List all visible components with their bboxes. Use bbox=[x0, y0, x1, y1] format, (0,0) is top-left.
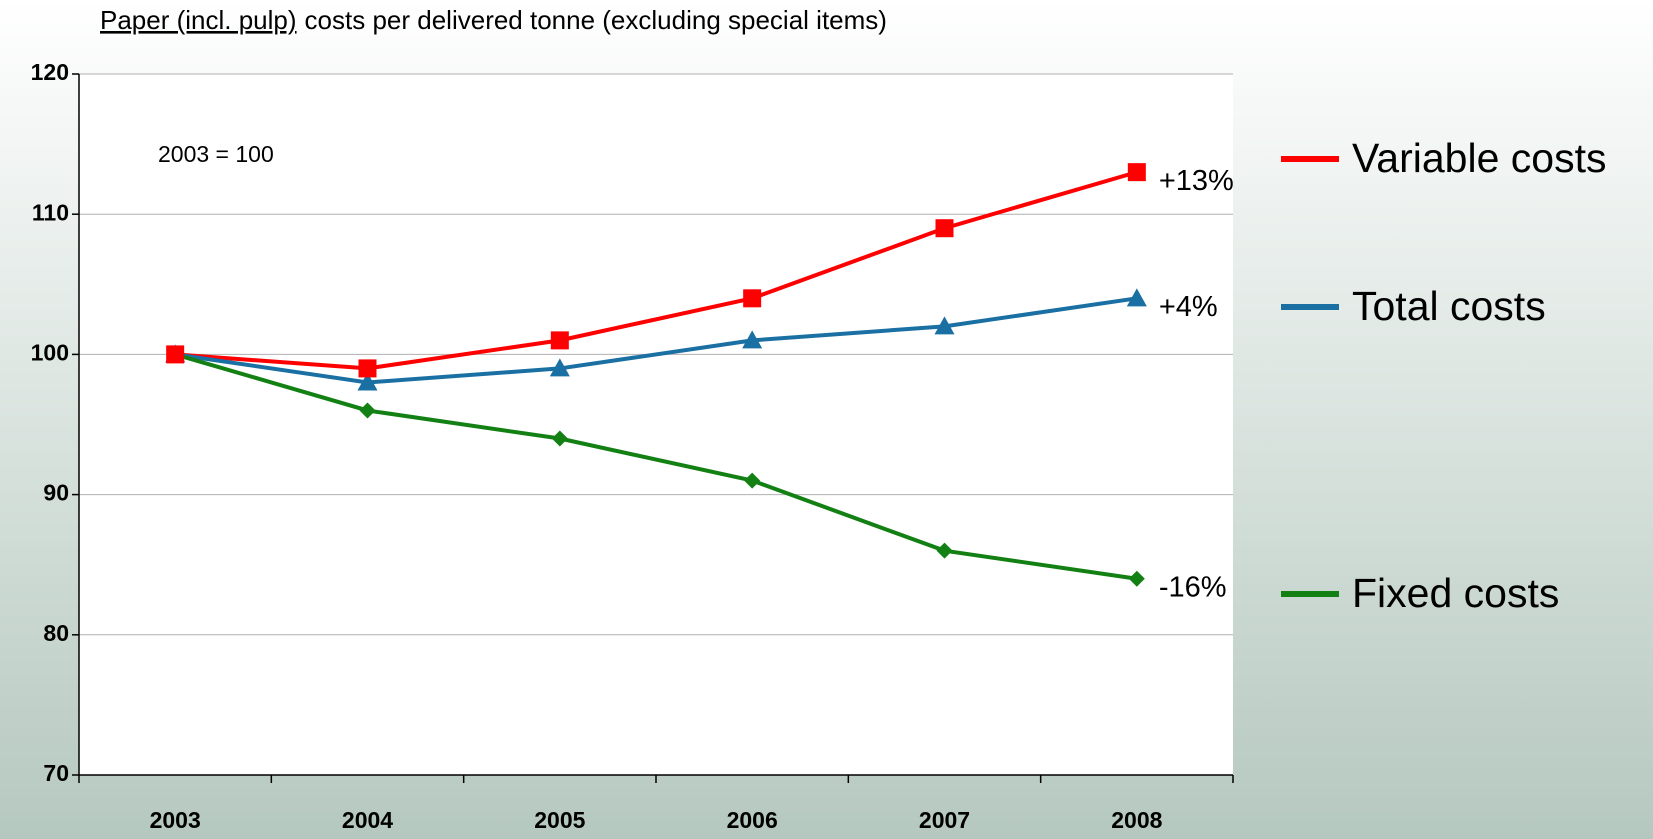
x-tick-label: 2008 bbox=[1111, 807, 1162, 833]
series-line bbox=[174, 352, 1138, 581]
marker bbox=[358, 359, 377, 378]
legend-label: Total costs bbox=[1352, 283, 1546, 329]
x-tick-label: 2005 bbox=[534, 807, 585, 833]
marker bbox=[936, 542, 953, 559]
marker bbox=[357, 372, 378, 391]
x-tick-label: 2007 bbox=[919, 807, 970, 833]
plot-area bbox=[79, 74, 1233, 775]
annotation: 2003 = 100 bbox=[158, 141, 274, 167]
marker bbox=[551, 430, 568, 447]
x-tick-label: 2004 bbox=[342, 807, 393, 833]
legend-label: Variable costs bbox=[1352, 135, 1606, 181]
series-line bbox=[174, 296, 1138, 385]
end-label: -16% bbox=[1159, 571, 1227, 603]
marker bbox=[744, 472, 761, 489]
end-label: +13% bbox=[1159, 165, 1234, 197]
marker bbox=[934, 316, 955, 335]
series-line bbox=[175, 170, 1138, 371]
marker bbox=[1127, 163, 1146, 182]
y-tick-label: 100 bbox=[31, 339, 69, 365]
marker bbox=[550, 331, 569, 350]
legend-label: Fixed costs bbox=[1352, 570, 1559, 616]
y-tick-label: 70 bbox=[43, 760, 69, 786]
y-tick-label: 120 bbox=[31, 59, 69, 85]
end-label: +4% bbox=[1159, 291, 1218, 323]
x-tick-label: 2003 bbox=[150, 807, 201, 833]
marker bbox=[549, 358, 570, 377]
marker bbox=[1126, 288, 1147, 307]
chart-title: Paper (incl. pulp) costs per delivered to… bbox=[100, 5, 887, 35]
title-rest: costs per delivered tonne (excluding spe… bbox=[305, 5, 887, 35]
title-underlined: Paper (incl. pulp) bbox=[100, 5, 297, 35]
y-tick-label: 110 bbox=[32, 199, 69, 225]
marker bbox=[935, 219, 954, 238]
marker bbox=[166, 345, 185, 364]
marker bbox=[1128, 570, 1145, 587]
x-tick-label: 2006 bbox=[727, 807, 778, 833]
marker bbox=[742, 330, 763, 349]
marker bbox=[743, 289, 762, 308]
y-tick-label: 80 bbox=[43, 620, 69, 646]
marker bbox=[359, 402, 376, 419]
y-tick-label: 90 bbox=[43, 480, 69, 506]
